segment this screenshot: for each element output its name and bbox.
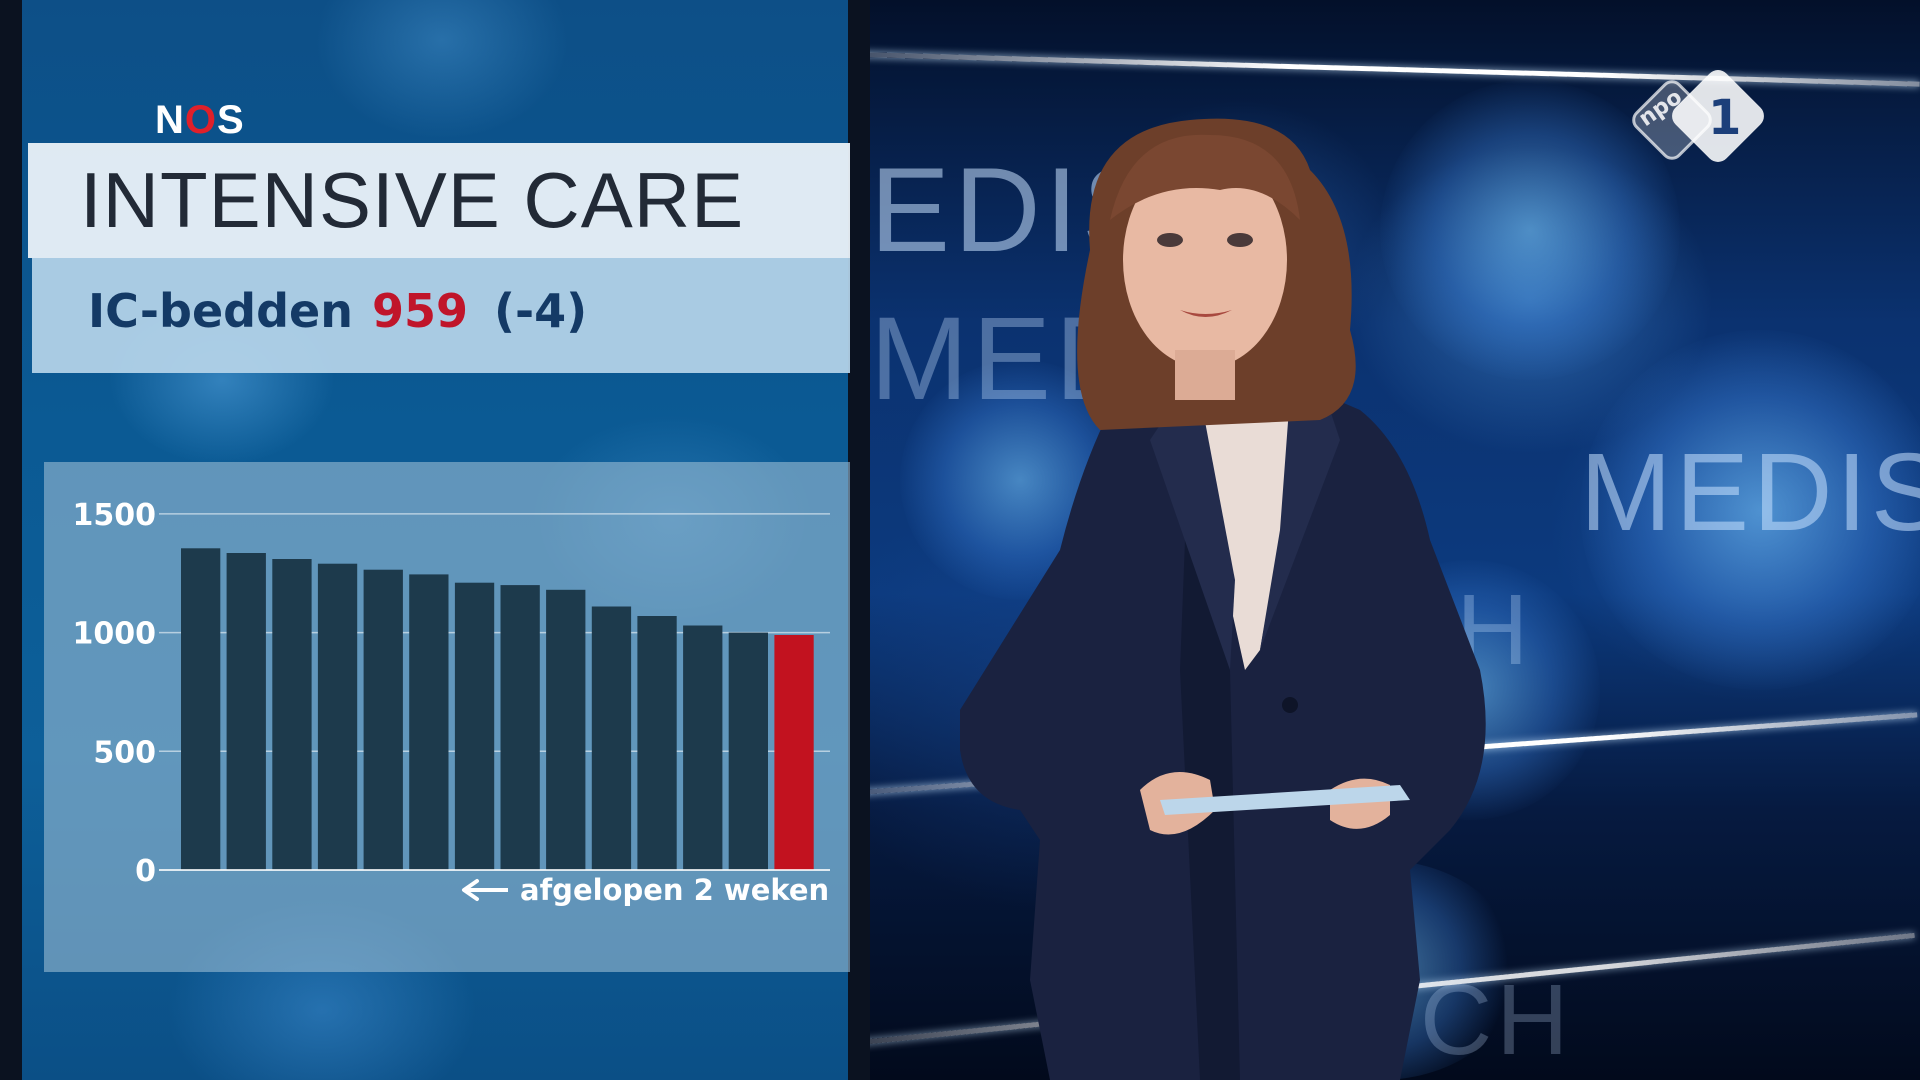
chart-bar [591, 606, 632, 870]
npo1-logo: npo 1 [1632, 70, 1764, 162]
subtitle-label: IC-bedden [88, 284, 353, 338]
chart-bar [728, 632, 768, 870]
chart-bar [226, 553, 266, 870]
jacket-button [1282, 697, 1298, 713]
presenter-jacket-shade [1180, 410, 1240, 1080]
subtitle-change: (-4) [494, 284, 588, 338]
ic-beds-chart: 0 500 1000 1500 afgelopen 2 weken [73, 498, 830, 907]
studio-wall-text: CH [1420, 964, 1573, 1076]
subtitle-value: 959 [372, 284, 469, 338]
chart-bar [637, 616, 677, 870]
chart-bar [181, 548, 221, 870]
presenter-fringe [1110, 134, 1300, 220]
presenter-face [1123, 152, 1287, 368]
chart-bar-latest [774, 635, 814, 870]
one-diamond-icon [1672, 70, 1764, 162]
chart-bar [363, 569, 403, 870]
chart-bar [409, 574, 449, 870]
subtitle-bar: IC-bedden 959 (-4) [32, 258, 850, 373]
chart-annotation: afgelopen 2 weken [520, 873, 829, 907]
y-tick-label: 0 [135, 854, 156, 889]
presenter-eye-left [1157, 233, 1183, 247]
chart-bar [272, 559, 312, 870]
virus-graphic [1380, 80, 1680, 380]
chart-bar [683, 625, 723, 870]
presenter-lapel-right [1260, 395, 1340, 650]
presenter-blouse [1200, 390, 1290, 670]
y-tick-label: 1500 [73, 498, 157, 533]
y-tick-label: 1000 [73, 617, 157, 652]
arrow-left-icon [462, 879, 508, 901]
npo-number: 1 [1708, 90, 1741, 146]
title-bar: INTENSIVE CARE [28, 143, 850, 258]
chart-bar [454, 582, 495, 870]
presenter-eye-right [1227, 233, 1253, 247]
display-screen-frame: NOS INTENSIVE CARE IC-bedden 959 (-4) 0 5… [0, 0, 870, 1080]
presenter-papers [1160, 785, 1410, 815]
y-tick-label: 500 [93, 735, 156, 770]
chart-panel: 0 500 1000 1500 afgelopen 2 weken [44, 462, 850, 972]
presenter-lapel-left [1150, 395, 1235, 670]
chart-bar [546, 589, 586, 870]
chart-bar [317, 563, 358, 870]
presenter-neck [1175, 350, 1235, 400]
nos-logo: NOS [155, 98, 245, 142]
presenter [960, 118, 1486, 1080]
presenter-mouth [1180, 310, 1232, 317]
chart-bar [500, 585, 540, 870]
studio-wall-text: MEDIS [1580, 431, 1920, 554]
virus-graphic [1580, 330, 1920, 690]
screen-title: INTENSIVE CARE [80, 156, 745, 244]
